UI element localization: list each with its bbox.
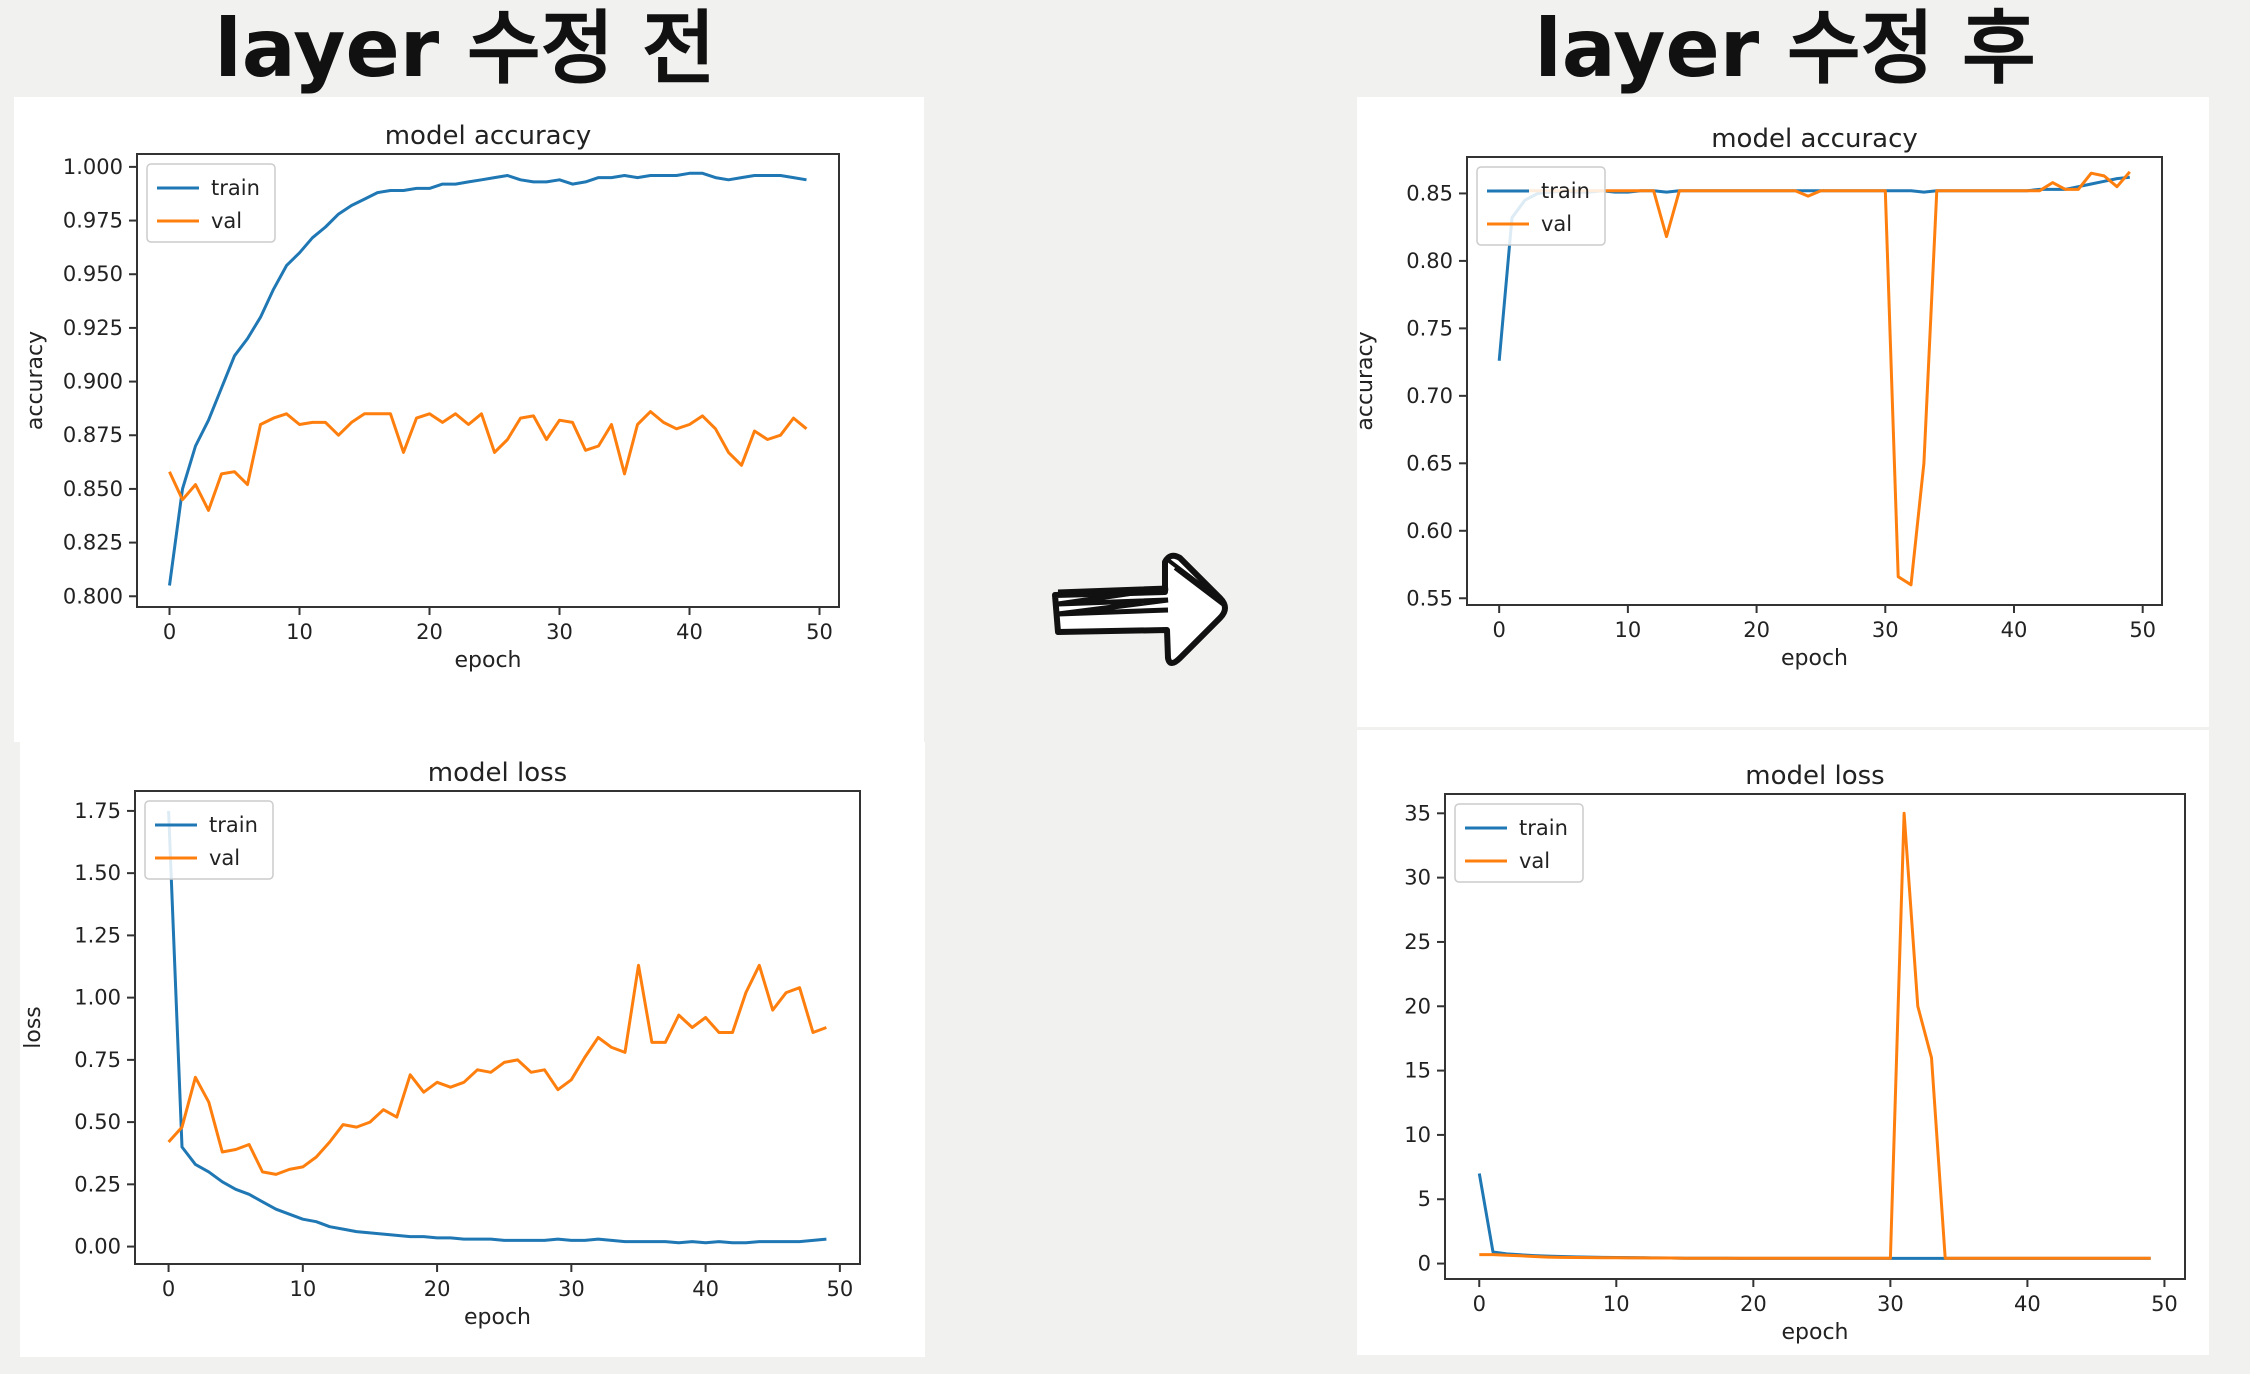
x-tick-label: 10 xyxy=(1603,1292,1630,1316)
y-tick-label: 0.50 xyxy=(74,1110,121,1134)
x-tick-label: 20 xyxy=(424,1277,451,1301)
chart-before-accuracy: model accuracy 0 10 20 30 40 50 0.800 0.825 0.850… xyxy=(23,121,840,673)
x-tick-label: 0 xyxy=(1473,1292,1486,1316)
chart-title: model accuracy xyxy=(385,121,592,151)
y-tick-label: 0.75 xyxy=(1406,316,1453,340)
y-axis-label: loss xyxy=(21,1006,46,1049)
y-tick-label: 0.80 xyxy=(1406,249,1453,273)
x-tick-label: 40 xyxy=(2014,1292,2041,1316)
y-tick-label: 0.825 xyxy=(63,531,123,555)
x-tick-label: 10 xyxy=(286,620,313,644)
legend-label-val: val xyxy=(1541,212,1572,236)
chart-panel-before-accuracy: model accuracy 0 10 20 30 40 50 0.800 0.825 0.850… xyxy=(14,97,924,742)
y-tick-label: 1.000 xyxy=(63,155,123,179)
y-tick-label: 0.875 xyxy=(63,423,123,447)
plot-frame xyxy=(1466,156,2163,606)
x-tick-label: 40 xyxy=(692,1277,719,1301)
x-tick-label: 20 xyxy=(1743,618,1770,642)
x-tick-label: 40 xyxy=(676,620,703,644)
x-tick-label: 20 xyxy=(1740,1292,1767,1316)
series-line-val xyxy=(167,963,827,1176)
x-tick-label: 30 xyxy=(1872,618,1899,642)
y-tick-label: 20 xyxy=(1404,994,1431,1018)
plot-frame xyxy=(134,790,861,1265)
x-axis-label: epoch xyxy=(464,1305,531,1330)
y-tick-label: 0.60 xyxy=(1406,519,1453,543)
y-tick-label: 1.25 xyxy=(74,923,121,947)
y-tick-label: 0.975 xyxy=(63,209,123,233)
y-tick-label: 0.950 xyxy=(63,262,123,286)
y-tick-label: 5 xyxy=(1418,1187,1431,1211)
series-line-val xyxy=(1479,811,2151,1260)
series-line-train xyxy=(1477,1173,2151,1260)
y-tick-label: 0.25 xyxy=(74,1172,121,1196)
y-tick-label: 0.85 xyxy=(1406,181,1453,205)
y-tick-label: 0.925 xyxy=(63,316,123,340)
x-tick-label: 40 xyxy=(2001,618,2028,642)
x-tick-label: 50 xyxy=(2129,618,2156,642)
y-tick-label: 30 xyxy=(1404,866,1431,890)
y-tick-label: 10 xyxy=(1404,1123,1431,1147)
y-tick-label: 0.55 xyxy=(1406,586,1453,610)
x-axis-label: epoch xyxy=(1781,646,1848,671)
y-axis-label: accuracy xyxy=(23,331,48,430)
legend-label-train: train xyxy=(1519,816,1568,840)
chart-panel-after-loss: model loss 0 10 20 30 40 50 0 5 10 15 20 25 30 35 epoch… xyxy=(1357,730,2209,1355)
heading-before: layer 수정 전 xyxy=(214,2,716,95)
x-tick-label: 0 xyxy=(162,1277,175,1301)
x-tick-label: 0 xyxy=(1492,618,1505,642)
x-tick-label: 0 xyxy=(163,620,176,644)
chart-before-loss: model loss 0 10 20 30 40 50 0.00 0.25 0.50 0.75 1.0… xyxy=(21,758,861,1330)
x-axis-label: epoch xyxy=(1782,1320,1849,1345)
x-tick-label: 30 xyxy=(558,1277,585,1301)
y-tick-label: 0.900 xyxy=(63,370,123,394)
y-axis-label: accuracy xyxy=(1357,331,1378,430)
series-line-train xyxy=(167,810,827,1245)
chart-title: model loss xyxy=(1745,761,1884,791)
chart-after-loss: model loss 0 10 20 30 40 50 0 5 10 15 20 25 30 35 epoch… xyxy=(1404,761,2186,1345)
y-tick-label: 1.00 xyxy=(74,986,121,1010)
x-tick-label: 30 xyxy=(1877,1292,1904,1316)
x-tick-label: 50 xyxy=(826,1277,853,1301)
chart-after-accuracy: model accuracy 0 10 20 30 40 50 0.55 0.60 0.65 0.7… xyxy=(1357,124,2163,671)
y-tick-label: 1.75 xyxy=(74,799,121,823)
legend-label-val: val xyxy=(209,846,240,870)
legend-label-val: val xyxy=(211,209,242,233)
y-tick-label: 0.00 xyxy=(74,1235,121,1259)
chart-panel-after-accuracy: model accuracy 0 10 20 30 40 50 0.55 0.60 0.65 0.7… xyxy=(1357,97,2209,727)
series-line-train xyxy=(168,171,807,586)
plot-frame xyxy=(1444,793,2186,1280)
y-tick-label: 0.70 xyxy=(1406,384,1453,408)
legend-label-train: train xyxy=(209,813,258,837)
x-axis-label: epoch xyxy=(455,648,522,673)
x-tick-label: 30 xyxy=(546,620,573,644)
y-tick-label: 0 xyxy=(1418,1252,1431,1276)
x-tick-label: 10 xyxy=(289,1277,316,1301)
x-tick-label: 20 xyxy=(416,620,443,644)
x-tick-label: 50 xyxy=(806,620,833,644)
y-tick-label: 15 xyxy=(1404,1059,1431,1083)
right-arrow-icon xyxy=(1050,540,1235,680)
heading-after: layer 수정 후 xyxy=(1534,2,2036,95)
y-tick-label: 0.800 xyxy=(63,584,123,608)
legend-label-val: val xyxy=(1519,849,1550,873)
y-tick-label: 35 xyxy=(1404,801,1431,825)
x-tick-label: 10 xyxy=(1615,618,1642,642)
y-tick-label: 1.50 xyxy=(74,861,121,885)
x-tick-label: 50 xyxy=(2151,1292,2178,1316)
plot-frame xyxy=(136,153,840,608)
y-tick-label: 0.65 xyxy=(1406,451,1453,475)
chart-title: model loss xyxy=(428,758,567,788)
y-tick-label: 0.850 xyxy=(63,477,123,501)
legend-label-train: train xyxy=(211,176,260,200)
chart-title: model accuracy xyxy=(1711,124,1918,154)
y-tick-label: 0.75 xyxy=(74,1048,121,1072)
y-tick-label: 25 xyxy=(1404,930,1431,954)
chart-panel-before-loss: model loss 0 10 20 30 40 50 0.00 0.25 0.50 0.75 1.0… xyxy=(20,742,925,1357)
legend-label-train: train xyxy=(1541,179,1590,203)
series-line-val xyxy=(168,410,808,512)
